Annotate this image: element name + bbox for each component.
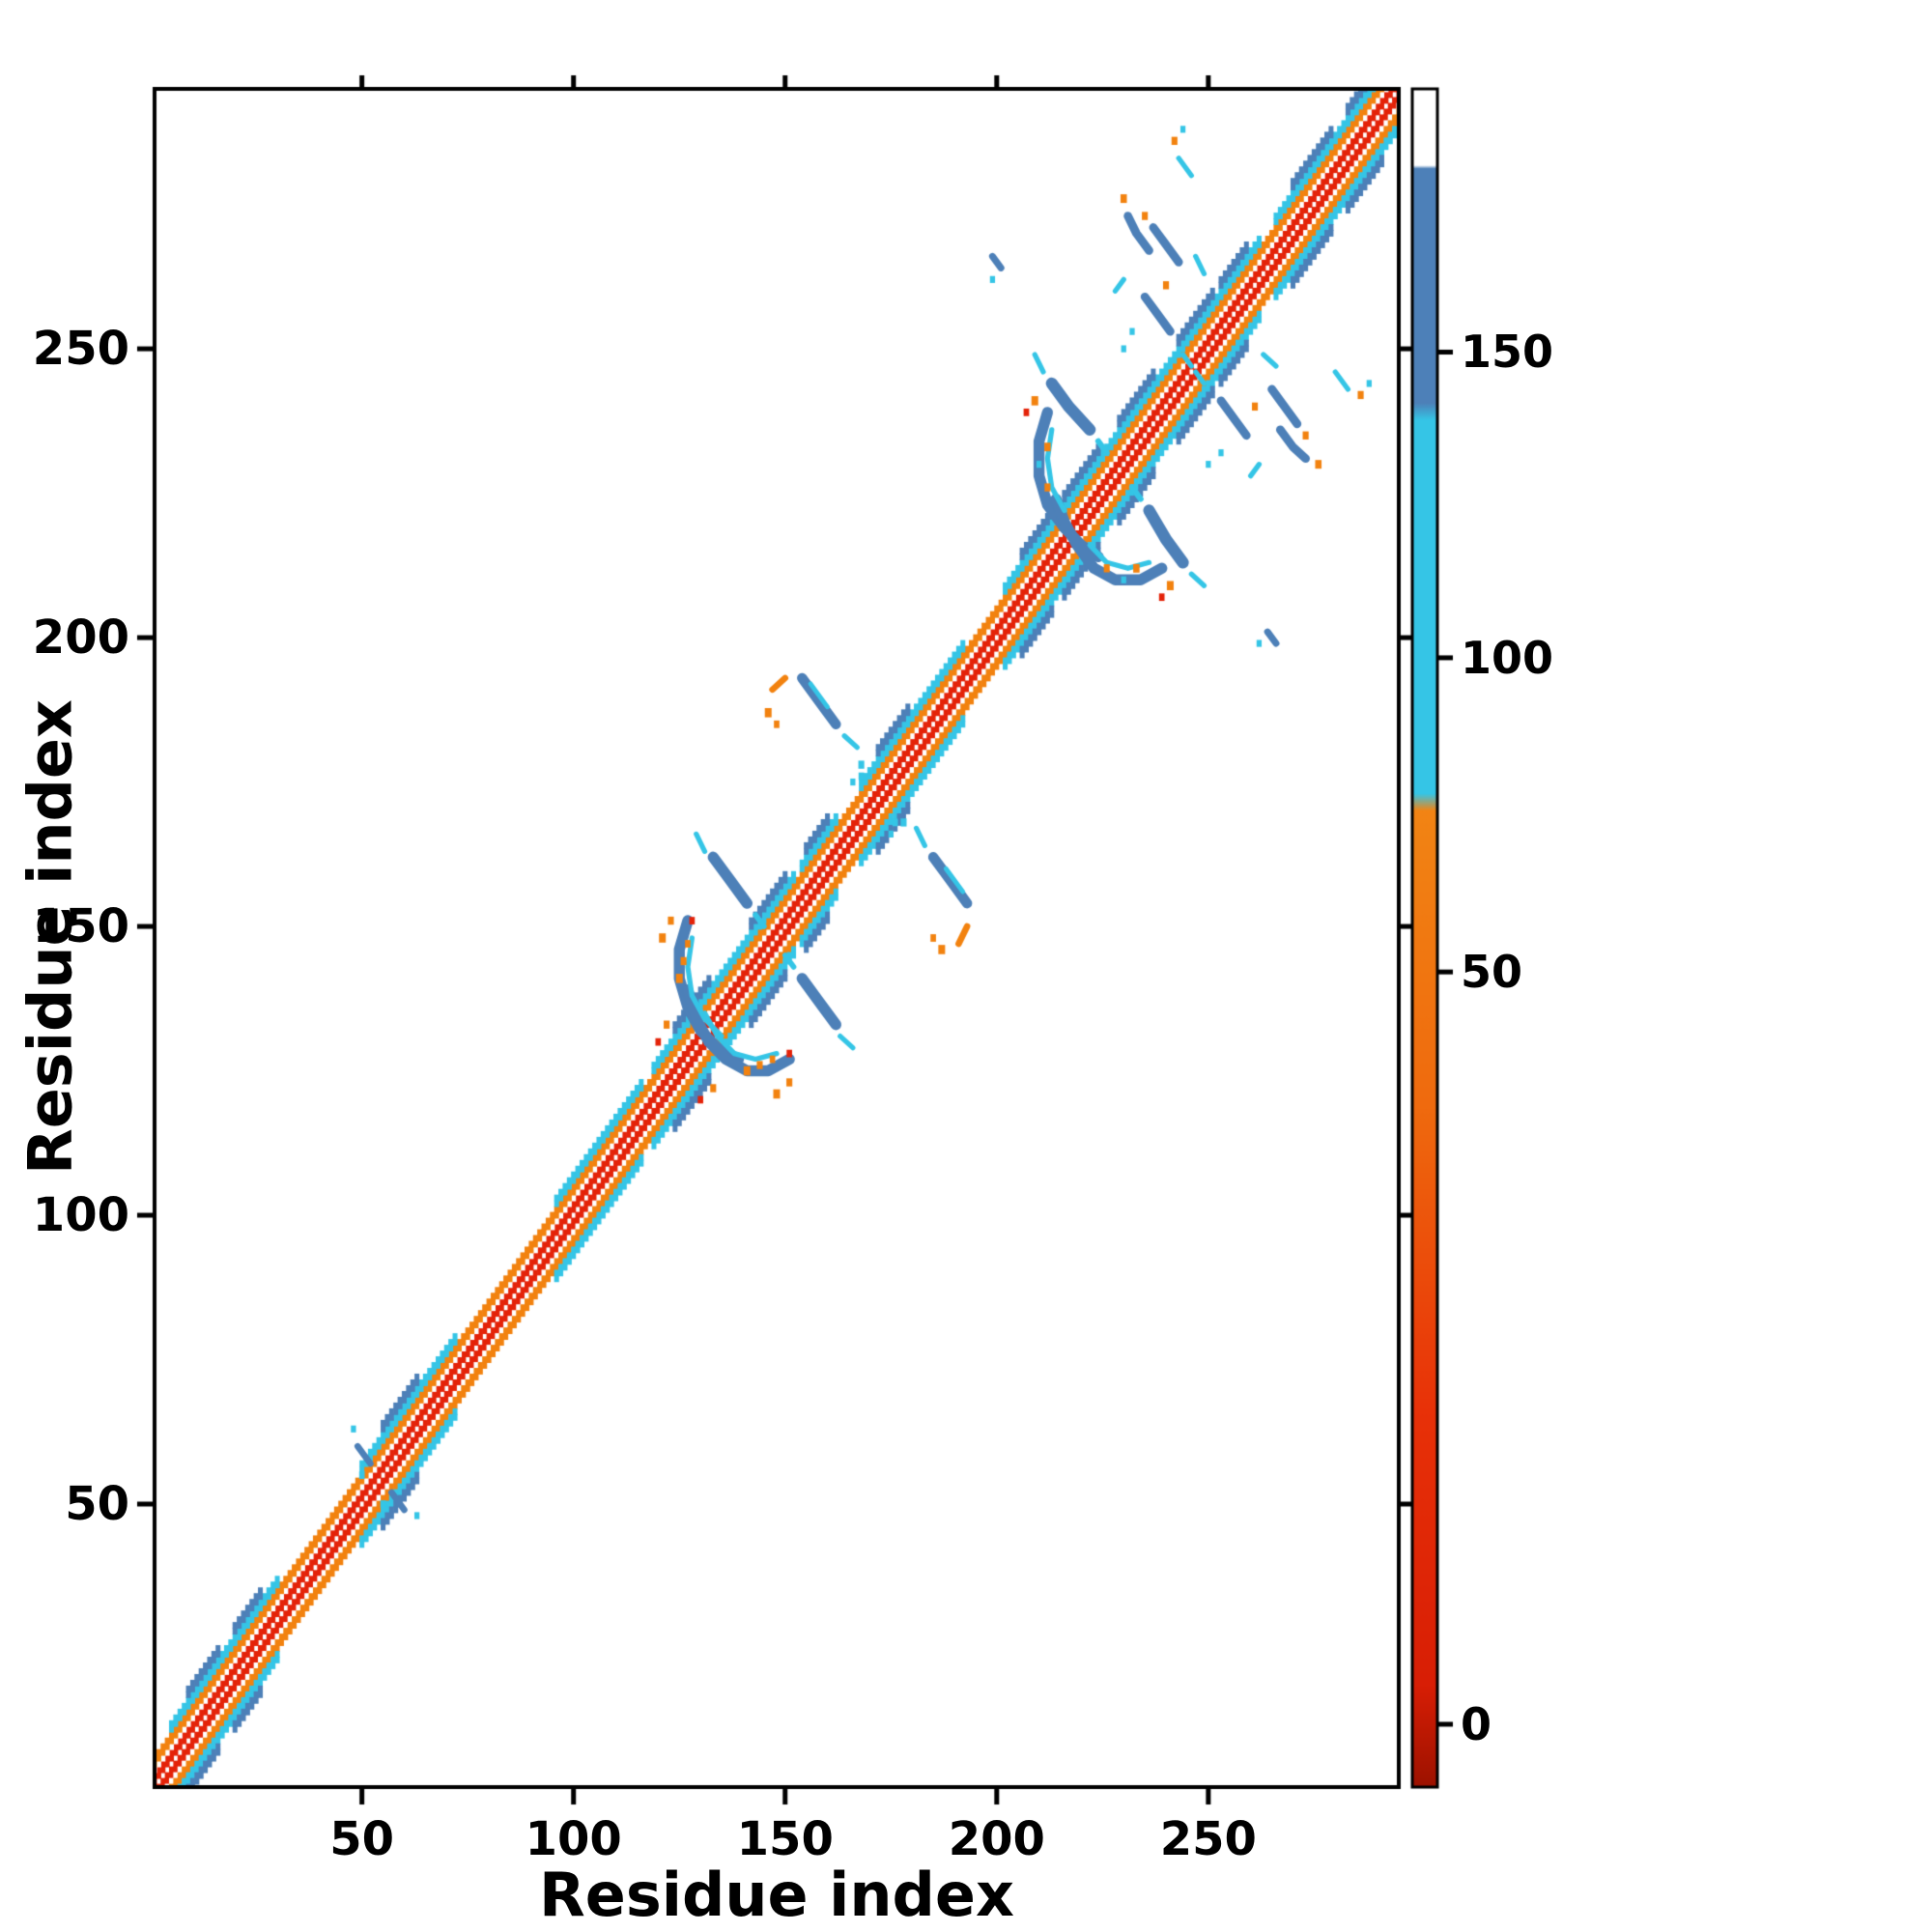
colorbar-tick-label: 150 (1461, 326, 1554, 379)
colorbar-tick-label: 0 (1461, 1697, 1492, 1750)
y-tick-label: 100 (32, 1188, 129, 1243)
y-tick-label: 250 (32, 322, 129, 377)
y-tick-label: 50 (65, 1477, 129, 1531)
x-tick-label: 150 (736, 1812, 834, 1866)
x-tick-label: 250 (1159, 1812, 1257, 1866)
x-tick-label: 100 (525, 1812, 622, 1866)
x-axis-title: Residue index (539, 1860, 1014, 1930)
x-tick-label: 200 (948, 1812, 1045, 1866)
x-tick-label: 50 (329, 1812, 395, 1866)
colorbar-tick-label: 50 (1461, 946, 1523, 999)
y-tick-label: 200 (32, 611, 129, 666)
colorbar-tick-label: 100 (1461, 631, 1554, 684)
y-tick-label: 150 (32, 899, 129, 954)
